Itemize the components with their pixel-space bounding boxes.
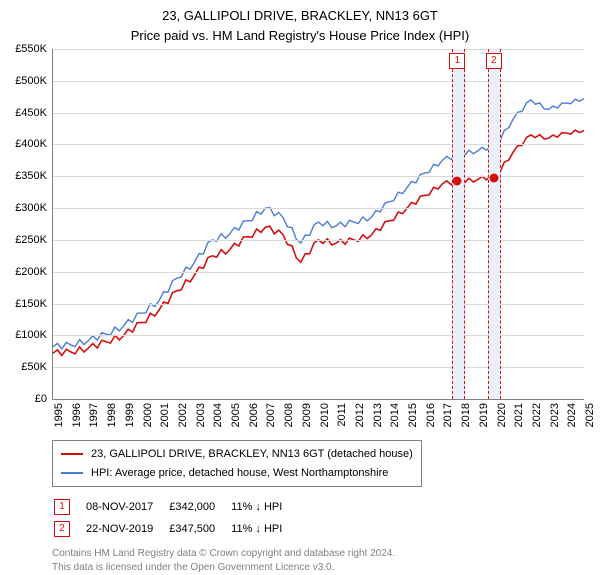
legend-swatch (61, 453, 83, 455)
y-axis-label: £50K (21, 361, 47, 373)
legend: 23, GALLIPOLI DRIVE, BRACKLEY, NN13 6GT … (52, 440, 422, 487)
x-axis-label: 2023 (549, 403, 561, 427)
x-axis-label: 2018 (460, 403, 472, 427)
x-axis-label: 2000 (142, 403, 154, 427)
y-axis-label: £500K (15, 75, 47, 87)
x-axis-label: 2002 (177, 403, 189, 427)
gridline (53, 176, 584, 177)
x-axis-label: 1995 (53, 403, 65, 427)
y-axis-label: £550K (15, 43, 47, 55)
sale-marker-band (488, 49, 501, 399)
chart-container: 23, GALLIPOLI DRIVE, BRACKLEY, NN13 6GT … (0, 0, 600, 560)
x-axis-label: 2016 (425, 403, 437, 427)
x-axis-label: 1998 (106, 403, 118, 427)
gridline (53, 113, 584, 114)
sale-marker-number: 1 (449, 53, 465, 69)
sale-index-box: 1 (54, 499, 70, 515)
y-axis-label: £300K (15, 202, 47, 214)
x-axis-label: 2006 (248, 403, 260, 427)
x-axis-label: 2008 (283, 403, 295, 427)
chart-title: 23, GALLIPOLI DRIVE, BRACKLEY, NN13 6GT … (0, 0, 600, 45)
footer-line2: This data is licensed under the Open Gov… (52, 561, 584, 575)
x-axis-label: 2005 (230, 403, 242, 427)
gridline (53, 367, 584, 368)
sale-date: 08-NOV-2017 (86, 497, 167, 517)
x-axis-label: 2013 (372, 403, 384, 427)
legend-label: 23, GALLIPOLI DRIVE, BRACKLEY, NN13 6GT … (91, 445, 413, 464)
y-axis-label: £450K (15, 107, 47, 119)
gridline (53, 81, 584, 82)
chart-plot-area: £0£50K£100K£150K£200K£250K£300K£350K£400… (52, 49, 584, 400)
legend-label: HPI: Average price, detached house, West… (91, 464, 388, 483)
legend-item: HPI: Average price, detached house, West… (61, 464, 413, 483)
x-axis-label: 2003 (195, 403, 207, 427)
sale-marker-number: 2 (486, 53, 502, 69)
sale-date: 22-NOV-2019 (86, 519, 167, 539)
x-axis-label: 2015 (407, 403, 419, 427)
legend-swatch (61, 472, 83, 474)
sale-index-box: 2 (54, 521, 70, 537)
x-axis-label: 2017 (442, 403, 454, 427)
y-axis-label: £350K (15, 170, 47, 182)
table-row: 2 22-NOV-2019£347,50011% ↓ HPI (54, 519, 296, 539)
legend-item: 23, GALLIPOLI DRIVE, BRACKLEY, NN13 6GT … (61, 445, 413, 464)
y-axis-label: £200K (15, 266, 47, 278)
x-axis-label: 1996 (71, 403, 83, 427)
gridline (53, 144, 584, 145)
x-axis-label: 2011 (336, 403, 348, 427)
y-axis-label: £0 (35, 393, 47, 405)
x-axis-label: 1999 (124, 403, 136, 427)
series-line-hpi (53, 99, 584, 349)
footer-attribution: Contains HM Land Registry data © Crown c… (52, 547, 584, 575)
gridline (53, 208, 584, 209)
sale-marker-dot (489, 173, 498, 182)
sales-table: 1 08-NOV-2017£342,00011% ↓ HPI 2 22-NOV-201… (52, 495, 298, 541)
x-axis-label: 2025 (584, 403, 596, 427)
x-axis-label: 2022 (531, 403, 543, 427)
gridline (53, 272, 584, 273)
x-axis-label: 2009 (301, 403, 313, 427)
chart-lines-svg (53, 49, 584, 399)
gridline (53, 304, 584, 305)
x-axis-label: 2021 (513, 403, 525, 427)
table-row: 1 08-NOV-2017£342,00011% ↓ HPI (54, 497, 296, 517)
x-axis-label: 2020 (496, 403, 508, 427)
sale-marker-dot (453, 177, 462, 186)
y-axis-label: £400K (15, 138, 47, 150)
x-axis-label: 2014 (389, 403, 401, 427)
sale-delta: 11% ↓ HPI (231, 497, 296, 517)
gridline (53, 240, 584, 241)
x-axis-label: 1997 (88, 403, 100, 427)
sale-marker-band (452, 49, 465, 399)
x-axis-label: 2010 (319, 403, 331, 427)
gridline (53, 335, 584, 336)
footer-line1: Contains HM Land Registry data © Crown c… (52, 547, 584, 561)
y-axis-label: £100K (15, 329, 47, 341)
x-axis-label: 2012 (354, 403, 366, 427)
y-axis-label: £150K (15, 298, 47, 310)
x-axis-label: 2001 (159, 403, 171, 427)
gridline (53, 49, 584, 50)
x-axis-label: 2004 (212, 403, 224, 427)
sale-price: £342,000 (169, 497, 229, 517)
title-address: 23, GALLIPOLI DRIVE, BRACKLEY, NN13 6GT (0, 6, 600, 26)
sale-delta: 11% ↓ HPI (231, 519, 296, 539)
x-axis-label: 2007 (265, 403, 277, 427)
y-axis-label: £250K (15, 234, 47, 246)
x-axis-label: 2019 (478, 403, 490, 427)
x-axis-label: 2024 (566, 403, 578, 427)
title-subtitle: Price paid vs. HM Land Registry's House … (0, 26, 600, 46)
sale-price: £347,500 (169, 519, 229, 539)
